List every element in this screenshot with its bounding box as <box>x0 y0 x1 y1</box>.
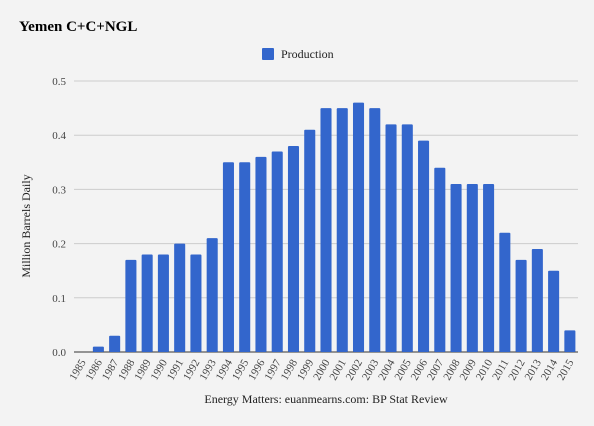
bar-2009 <box>466 183 478 352</box>
y-tick-label: 0.3 <box>52 184 66 196</box>
bar-2011 <box>499 232 511 352</box>
legend-label-production: Production <box>281 47 334 61</box>
bar-2015 <box>564 330 576 352</box>
chart-title: Yemen C+C+NGL <box>19 19 137 35</box>
y-axis-ticks: 0.0 0.1 0.2 0.3 0.4 0.5 <box>52 76 66 359</box>
bar-1996 <box>255 156 267 352</box>
bar-2006 <box>418 140 430 352</box>
y-tick-label: 0.1 <box>52 293 66 305</box>
bar-1988 <box>125 259 137 352</box>
bar-1998 <box>287 146 300 352</box>
bar-1989 <box>141 254 153 352</box>
bar-1995 <box>239 162 251 352</box>
bar-1986 <box>92 346 104 352</box>
legend: Production <box>262 47 334 61</box>
bars <box>92 102 576 353</box>
y-tick-label: 0.2 <box>52 239 66 251</box>
y-tick-label: 0.4 <box>52 130 66 142</box>
y-tick-label: 0.0 <box>52 347 66 359</box>
bar-1992 <box>190 254 202 352</box>
bar-1994 <box>222 162 234 352</box>
x-tick-label: 2015 <box>555 357 577 382</box>
bar-1997 <box>271 151 283 352</box>
bar-2007 <box>434 167 446 352</box>
bar-2005 <box>401 124 413 352</box>
bar-2001 <box>336 108 348 352</box>
bar-1990 <box>157 254 169 352</box>
bar-1993 <box>206 238 218 352</box>
bar-2013 <box>531 249 543 352</box>
bar-2002 <box>352 102 365 353</box>
y-axis-title: Million Barrels Daily <box>19 174 33 277</box>
y-tick-label: 0.5 <box>52 76 66 88</box>
bar-1987 <box>109 335 121 352</box>
bar-2008 <box>450 183 462 352</box>
x-tick-label: 2010 <box>474 357 496 382</box>
x-axis-ticks: 1985198619871988198919901991199219931994… <box>67 357 576 382</box>
bar-2012 <box>515 259 527 352</box>
bar-2014 <box>548 270 560 352</box>
legend-swatch-production <box>262 48 274 60</box>
bar-2003 <box>369 108 381 352</box>
bar-2010 <box>483 183 495 352</box>
bar-2004 <box>385 124 397 352</box>
bar-2000 <box>320 108 332 352</box>
bar-1991 <box>174 243 186 352</box>
bar-1999 <box>304 129 316 352</box>
x-axis-title: Energy Matters: euanmearns.com: BP Stat … <box>204 392 448 406</box>
